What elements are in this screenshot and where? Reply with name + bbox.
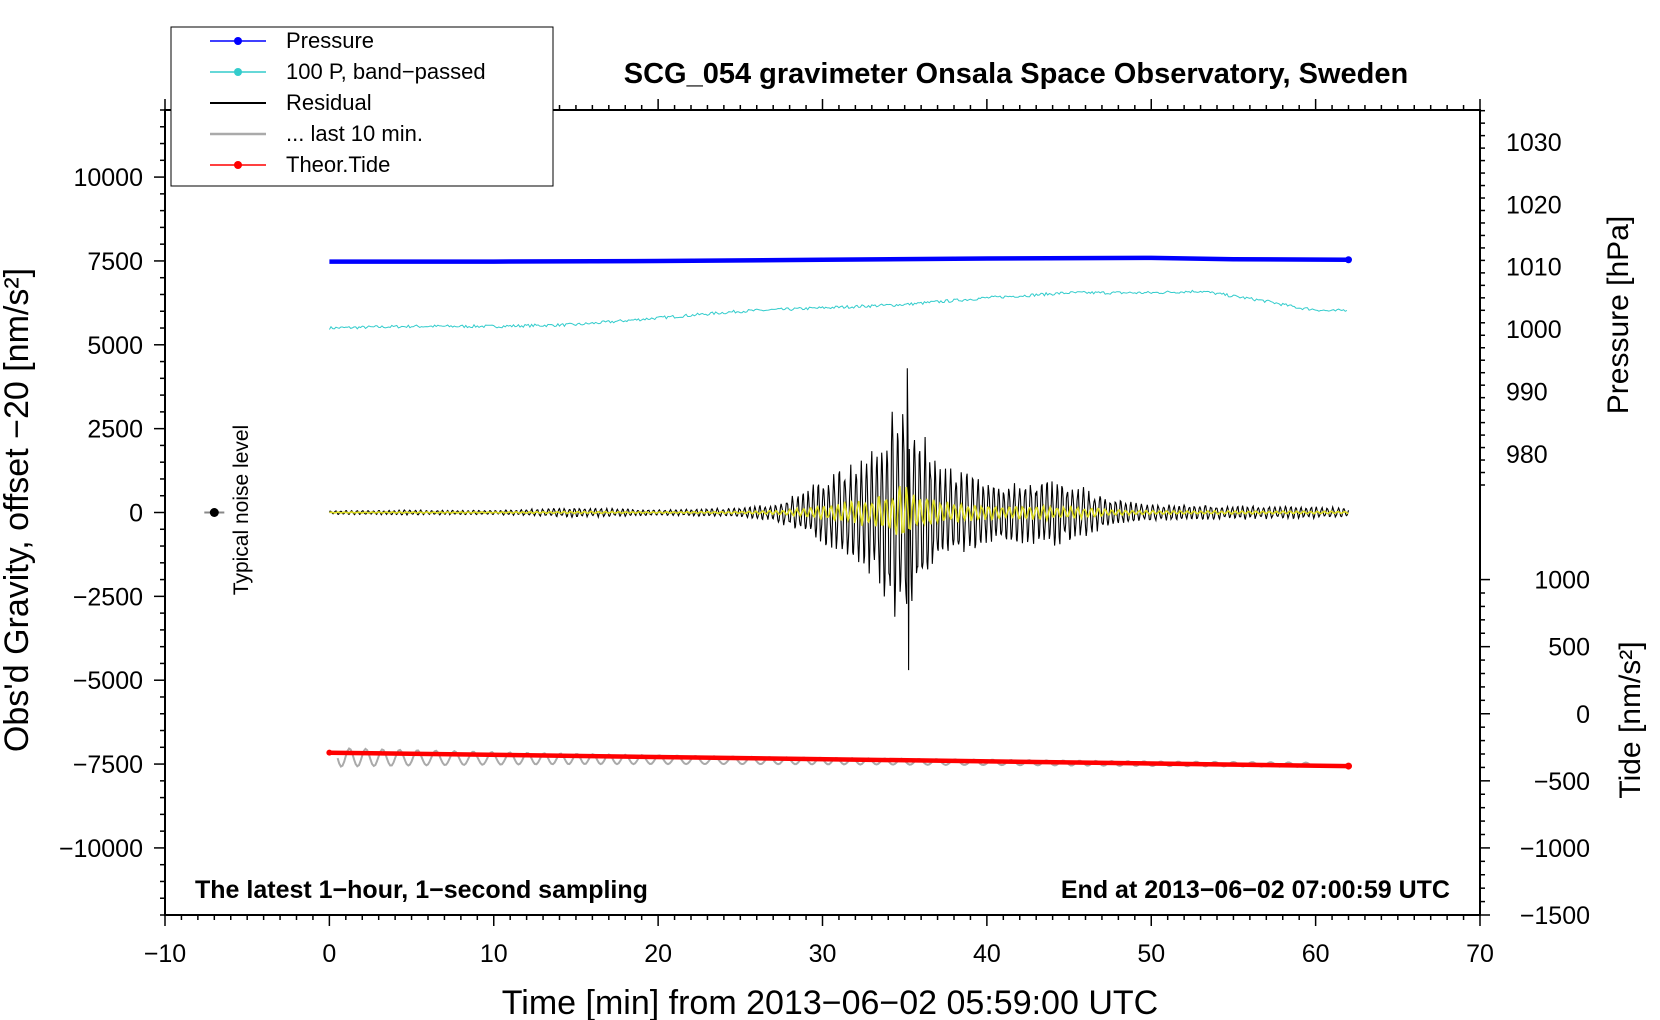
left-tick-label: −7500 (73, 751, 143, 779)
legend-item-tide: Theor.Tide (210, 152, 390, 177)
legend-dot-tide (234, 161, 242, 169)
series-tide-startpoint (326, 749, 333, 756)
legend-label-tide: Theor.Tide (286, 152, 390, 177)
annotation-end-time: End at 2013−06−02 07:00:59 UTC (1061, 876, 1450, 904)
noise-level-label: Typical noise level (230, 425, 253, 595)
tide-tick-label: 1000 (1534, 567, 1590, 595)
legend-label-last10: ... last 10 min. (286, 121, 423, 146)
pressure-tick-label: 1030 (1506, 129, 1562, 157)
x-tick-label: 10 (480, 940, 508, 968)
x-tick-label: 70 (1466, 940, 1494, 968)
pressure-tick-label: 980 (1506, 441, 1548, 469)
legend-label-bandpassed: 100 P, band−passed (286, 59, 486, 84)
x-tick-label: 40 (973, 940, 1001, 968)
pressure-tick-label: 1010 (1506, 254, 1562, 282)
annotation-sampling: The latest 1−hour, 1−second sampling (195, 876, 648, 904)
legend-dot-bandpassed (234, 68, 242, 76)
series-bandpassed-line (328, 289, 1348, 330)
left-tick-label: −5000 (73, 667, 143, 695)
x-tick-label: 20 (644, 940, 672, 968)
tide-tick-label: 500 (1548, 634, 1590, 662)
series-last10min-line (336, 747, 1315, 768)
x-tick-label: 50 (1137, 940, 1165, 968)
tick-labels: −10 0 10 20 30 40 50 60 70100007500500025000−250… (59, 129, 1590, 968)
noise-level-dot (209, 508, 219, 517)
left-tick-label: 2500 (87, 416, 143, 444)
legend-dot-pressure (234, 37, 242, 45)
x-tick-label: −10 (144, 940, 186, 968)
legend-item-residual: Residual (210, 90, 372, 115)
left-tick-label: −2500 (73, 583, 143, 611)
legend-label-residual: Residual (286, 90, 372, 115)
series-tide-line (329, 750, 1349, 769)
pressure-tick-label: 990 (1506, 378, 1548, 406)
tide-tick-label: −1000 (1520, 835, 1590, 863)
legend-item-bandpassed: 100 P, band−passed (210, 59, 486, 84)
tide-tick-label: −1500 (1520, 902, 1590, 930)
left-tick-label: 10000 (73, 164, 143, 192)
noise-level-marker (204, 508, 225, 517)
series-tide-endpoint (1345, 762, 1352, 770)
series-layer (326, 255, 1352, 770)
legend-item-pressure: Pressure (210, 28, 374, 53)
legend: Pressure 100 P, band−passed Residual ...… (170, 26, 554, 187)
series-residual-filtered-line (329, 485, 1349, 535)
pressure-axis-label: Pressure [hPa] (1602, 216, 1635, 414)
x-tick-label: 30 (809, 940, 837, 968)
left-tick-label: 0 (129, 500, 143, 528)
series-residual-line (328, 368, 1350, 671)
tide-tick-label: 0 (1576, 701, 1590, 729)
tide-axis-label: Tide [nm/s²] (1614, 641, 1647, 798)
x-tick-label: 0 (322, 940, 336, 968)
tide-tick-label: −500 (1534, 768, 1590, 796)
left-axis-label: Obs'd Gravity, offset −20 [nm/s²] (0, 268, 36, 752)
chart-title: SCG_054 gravimeter Onsala Space Observat… (624, 58, 1408, 90)
legend-item-last10: ... last 10 min. (210, 121, 423, 146)
legend-box (170, 26, 554, 187)
x-axis-label: Time [min] from 2013−06−02 05:59:00 UTC (502, 984, 1158, 1020)
left-tick-label: 7500 (87, 248, 143, 276)
left-tick-label: 5000 (87, 332, 143, 360)
legend-label-pressure: Pressure (286, 28, 374, 53)
x-tick-label: 60 (1302, 940, 1330, 968)
series-pressure-line (329, 255, 1349, 264)
series-pressure-endpoint (1345, 256, 1352, 264)
pressure-tick-label: 1000 (1506, 316, 1562, 344)
left-tick-label: −10000 (59, 835, 143, 863)
pressure-tick-label: 1020 (1506, 191, 1562, 219)
